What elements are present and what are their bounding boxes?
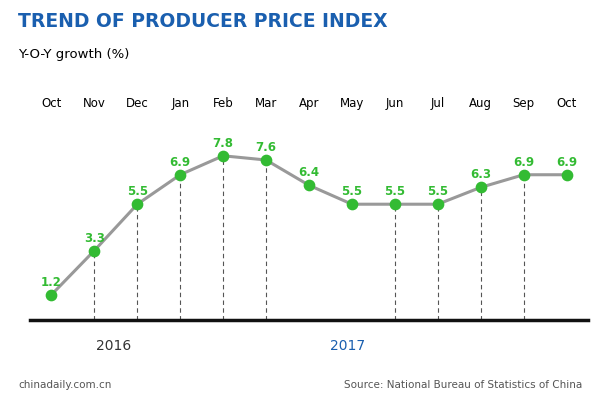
Text: 1.2: 1.2 — [41, 276, 62, 289]
Text: 3.3: 3.3 — [84, 232, 105, 245]
Text: 5.5: 5.5 — [127, 185, 148, 198]
Point — [304, 182, 314, 188]
Text: 6.9: 6.9 — [170, 156, 191, 169]
Text: TREND OF PRODUCER PRICE INDEX: TREND OF PRODUCER PRICE INDEX — [18, 12, 388, 31]
Point — [433, 201, 443, 208]
Text: 2017: 2017 — [331, 339, 365, 353]
Text: 5.5: 5.5 — [427, 185, 448, 198]
Text: chinadaily.com.cn: chinadaily.com.cn — [18, 380, 112, 390]
Text: Y-O-Y growth (%): Y-O-Y growth (%) — [18, 48, 130, 61]
Point — [519, 172, 529, 178]
Text: 6.9: 6.9 — [513, 156, 534, 169]
Text: 6.3: 6.3 — [470, 168, 491, 182]
Text: Oct: Oct — [41, 97, 62, 110]
Text: 6.4: 6.4 — [298, 166, 320, 179]
Point — [133, 201, 142, 208]
Point — [47, 292, 56, 298]
Point — [476, 184, 485, 190]
Text: Jan: Jan — [171, 97, 189, 110]
Text: Source: National Bureau of Statistics of China: Source: National Bureau of Statistics of… — [344, 380, 582, 390]
Text: Sep: Sep — [512, 97, 535, 110]
Text: Dec: Dec — [126, 97, 149, 110]
Point — [261, 157, 271, 163]
Point — [347, 201, 357, 208]
Text: 7.6: 7.6 — [256, 141, 277, 154]
Text: Oct: Oct — [556, 97, 577, 110]
Text: Jul: Jul — [431, 97, 445, 110]
Point — [175, 172, 185, 178]
Text: 2016: 2016 — [97, 339, 131, 353]
Point — [89, 247, 99, 254]
Text: 5.5: 5.5 — [341, 185, 362, 198]
Text: Aug: Aug — [469, 97, 492, 110]
Point — [390, 201, 400, 208]
Text: 7.8: 7.8 — [212, 137, 233, 150]
Text: 5.5: 5.5 — [384, 185, 406, 198]
Text: Apr: Apr — [299, 97, 319, 110]
Text: 6.9: 6.9 — [556, 156, 577, 169]
Text: Feb: Feb — [213, 97, 233, 110]
Point — [562, 172, 571, 178]
Text: Jun: Jun — [386, 97, 404, 110]
Point — [218, 152, 228, 159]
Text: May: May — [340, 97, 364, 110]
Text: Mar: Mar — [255, 97, 277, 110]
Text: Nov: Nov — [83, 97, 106, 110]
